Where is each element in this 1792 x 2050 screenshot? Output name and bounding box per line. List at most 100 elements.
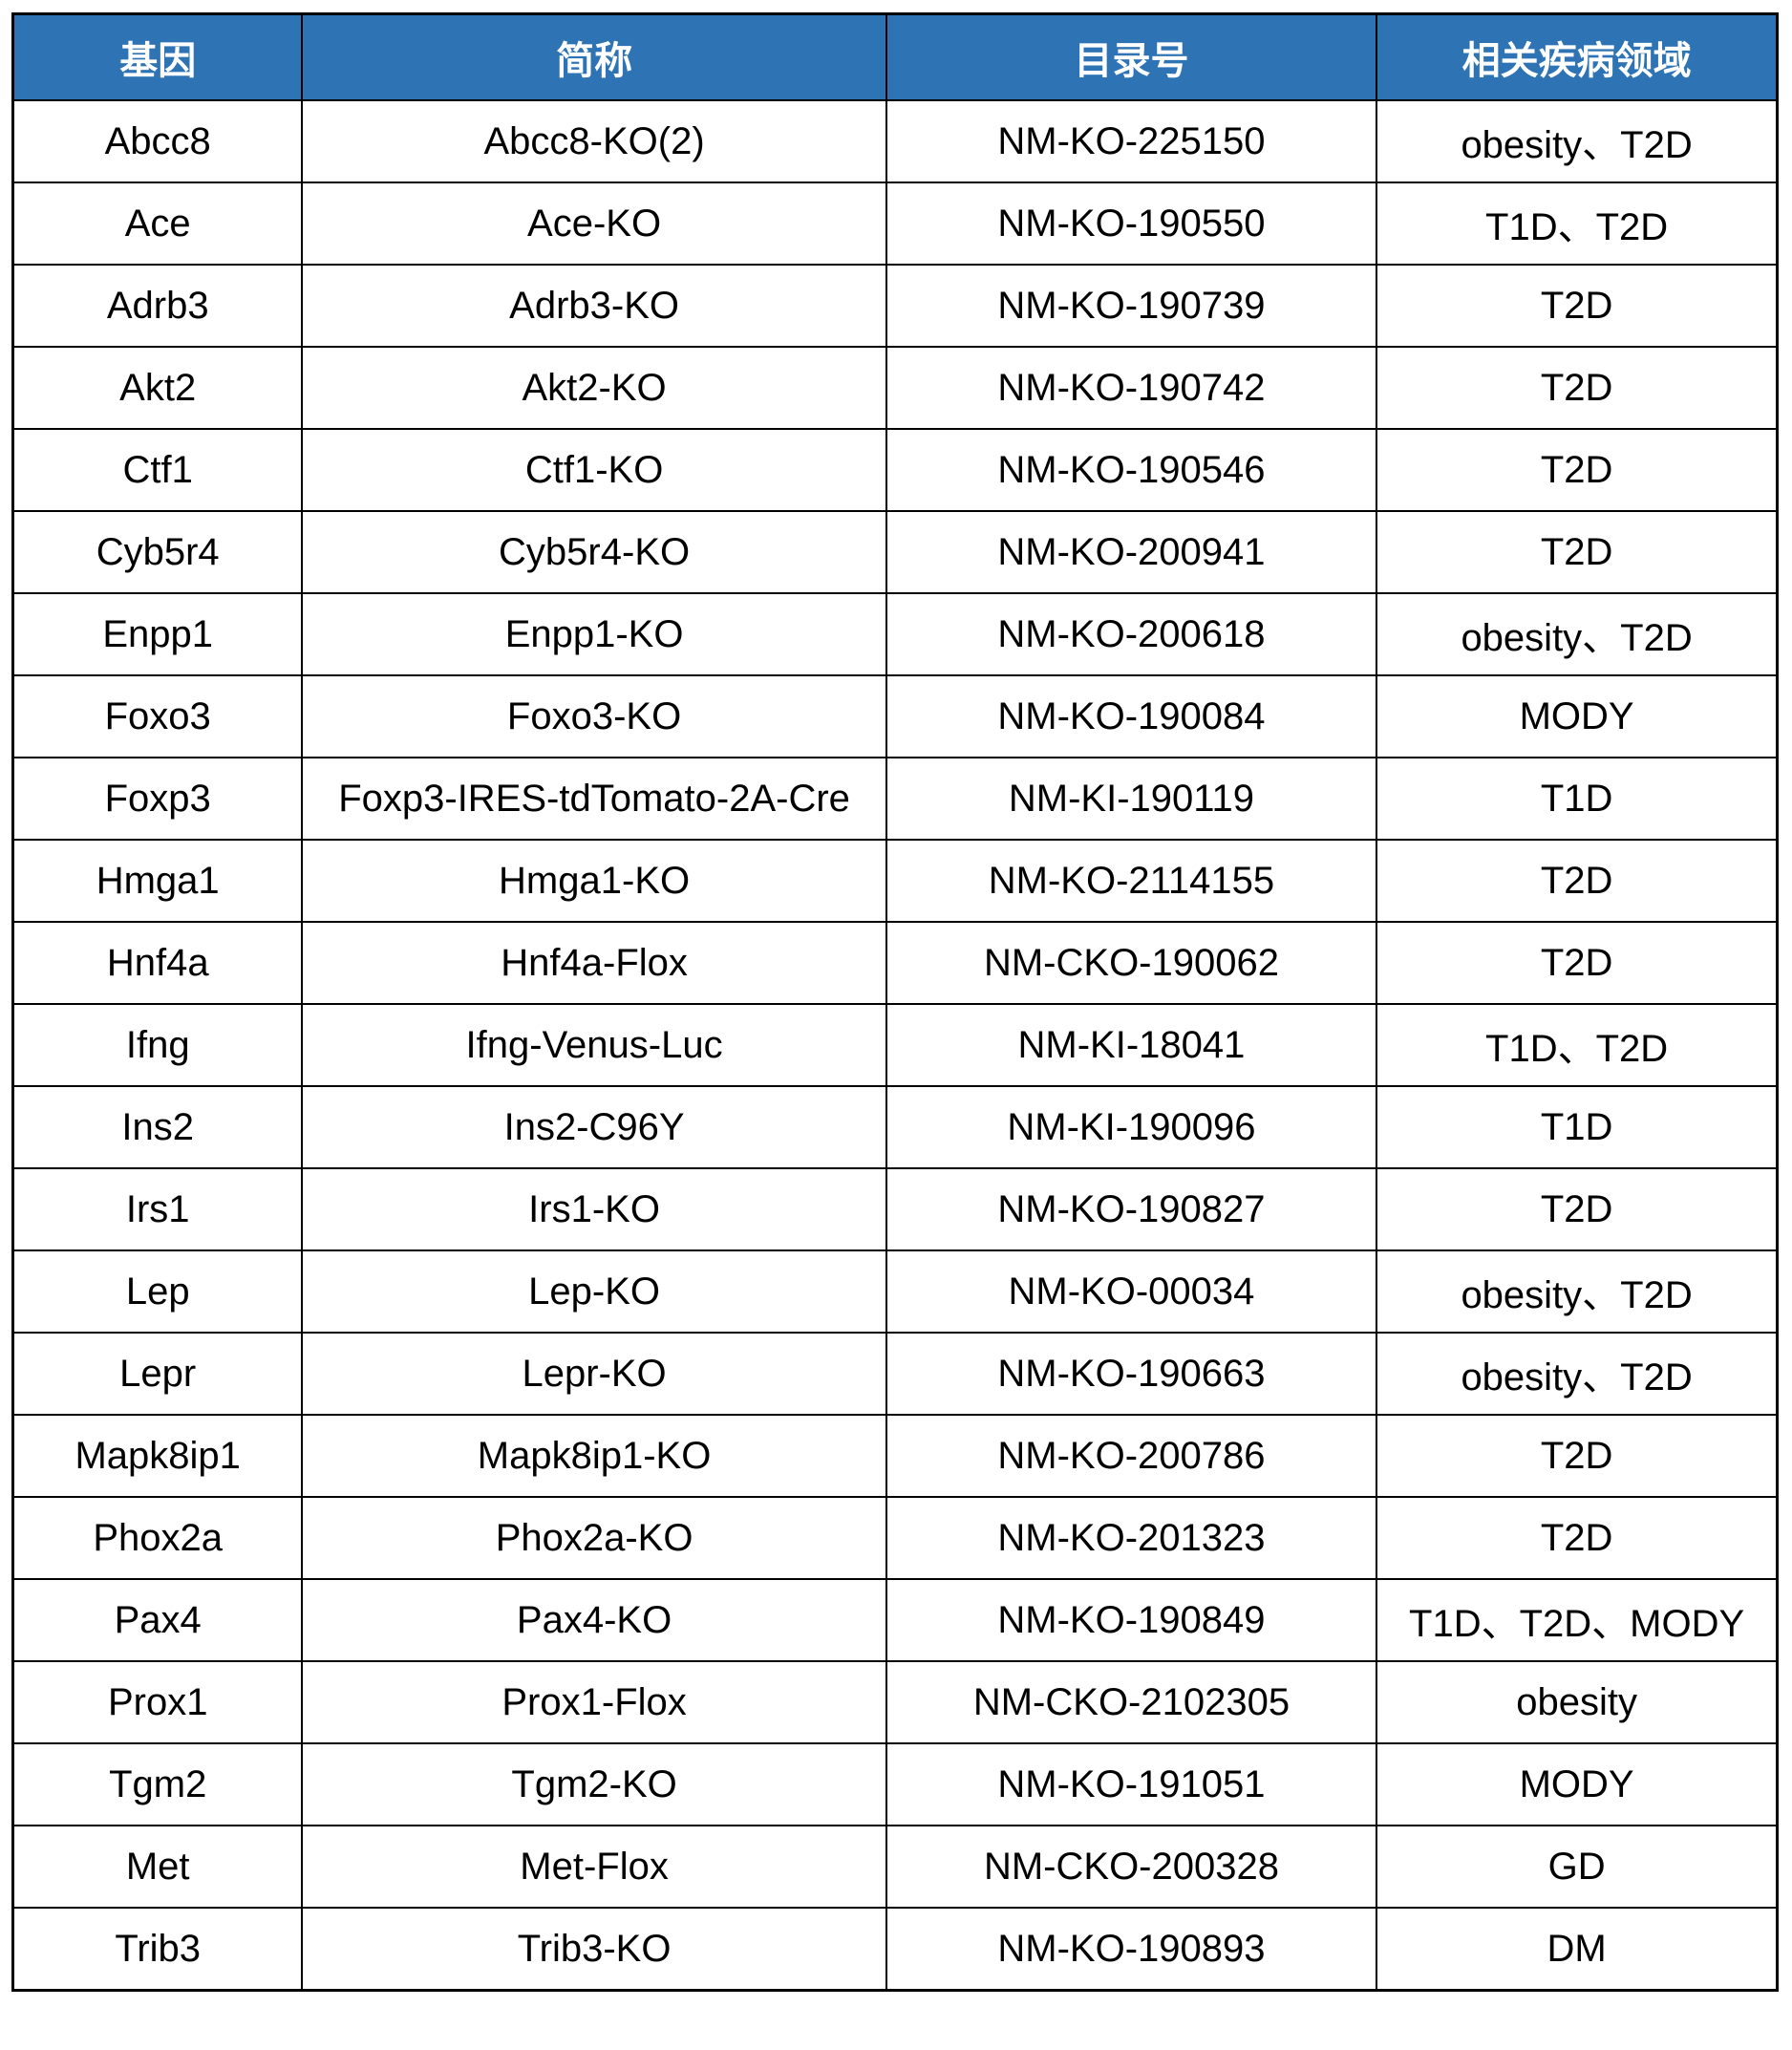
short-name-cell: Met-Flox: [301, 1825, 887, 1909]
catalog-cell: NM-KI-190096: [885, 1085, 1378, 1169]
gene-cell: Abcc8: [11, 99, 304, 183]
catalog-cell: NM-KO-190849: [885, 1578, 1378, 1662]
disease-cell: T2D: [1376, 1496, 1779, 1580]
column-header-disease: 相关疾病领域: [1376, 12, 1779, 101]
table-row: Phox2a Phox2a-KO NM-KO-201323 T2D: [11, 1496, 1779, 1580]
catalog-cell: NM-KO-190742: [885, 346, 1378, 430]
column-header-gene: 基因: [11, 12, 304, 101]
disease-cell: obesity、T2D: [1376, 99, 1779, 183]
disease-cell: obesity、T2D: [1376, 592, 1779, 676]
disease-cell: MODY: [1376, 674, 1779, 758]
disease-cell: obesity、T2D: [1376, 1332, 1779, 1416]
catalog-cell: NM-KI-190119: [885, 757, 1378, 841]
short-name-cell: Cyb5r4-KO: [301, 510, 887, 594]
table-row: Foxp3 Foxp3-IRES-tdTomato-2A-Cre NM-KI-190…: [11, 757, 1779, 841]
catalog-cell: NM-KO-190084: [885, 674, 1378, 758]
gene-cell: Lepr: [11, 1332, 304, 1416]
disease-cell: MODY: [1376, 1742, 1779, 1826]
short-name-cell: Trib3-KO: [301, 1907, 887, 1992]
gene-cell: Ifng: [11, 1003, 304, 1087]
catalog-cell: NM-KO-200786: [885, 1414, 1378, 1498]
table-row: Pax4 Pax4-KO NM-KO-190849 T1D、T2D、MODY: [11, 1578, 1779, 1662]
table-row: Abcc8 Abcc8-KO(2) NM-KO-225150 obesity、T2D: [11, 99, 1779, 183]
catalog-cell: NM-KO-190827: [885, 1167, 1378, 1251]
short-name-cell: Akt2-KO: [301, 346, 887, 430]
gene-cell: Ace: [11, 182, 304, 266]
table-row: Cyb5r4 Cyb5r4-KO NM-KO-200941 T2D: [11, 510, 1779, 594]
disease-cell: T2D: [1376, 264, 1779, 348]
table-row: Irs1 Irs1-KO NM-KO-190827 T2D: [11, 1167, 1779, 1251]
short-name-cell: Adrb3-KO: [301, 264, 887, 348]
catalog-cell: NM-KO-200941: [885, 510, 1378, 594]
disease-cell: DM: [1376, 1907, 1779, 1992]
gene-cell: Trib3: [11, 1907, 304, 1992]
table-row: Ifng Ifng-Venus-Luc NM-KI-18041 T1D、T2D: [11, 1003, 1779, 1087]
short-name-cell: Irs1-KO: [301, 1167, 887, 1251]
gene-cell: Prox1: [11, 1660, 304, 1744]
catalog-cell: NM-KO-191051: [885, 1742, 1378, 1826]
table-row: Foxo3 Foxo3-KO NM-KO-190084 MODY: [11, 674, 1779, 758]
short-name-cell: Hmga1-KO: [301, 839, 887, 923]
short-name-cell: Prox1-Flox: [301, 1660, 887, 1744]
short-name-cell: Ifng-Venus-Luc: [301, 1003, 887, 1087]
table-row: Ctf1 Ctf1-KO NM-KO-190546 T2D: [11, 428, 1779, 512]
catalog-cell: NM-KO-200618: [885, 592, 1378, 676]
header-row: 基因 简称 目录号 相关疾病领域: [11, 12, 1779, 101]
table-row: Ace Ace-KO NM-KO-190550 T1D、T2D: [11, 182, 1779, 266]
short-name-cell: Lep-KO: [301, 1249, 887, 1334]
gene-cell: Akt2: [11, 346, 304, 430]
gene-cell: Mapk8ip1: [11, 1414, 304, 1498]
short-name-cell: Lepr-KO: [301, 1332, 887, 1416]
short-name-cell: Ctf1-KO: [301, 428, 887, 512]
gene-cell: Ctf1: [11, 428, 304, 512]
table-row: Enpp1 Enpp1-KO NM-KO-200618 obesity、T2D: [11, 592, 1779, 676]
gene-cell: Lep: [11, 1249, 304, 1334]
disease-cell: GD: [1376, 1825, 1779, 1909]
catalog-cell: NM-KO-190893: [885, 1907, 1378, 1992]
gene-cell: Hmga1: [11, 839, 304, 923]
catalog-cell: NM-KO-190739: [885, 264, 1378, 348]
table-row: Lepr Lepr-KO NM-KO-190663 obesity、T2D: [11, 1332, 1779, 1416]
disease-cell: T2D: [1376, 346, 1779, 430]
gene-cell: Adrb3: [11, 264, 304, 348]
table-header: 基因 简称 目录号 相关疾病领域: [11, 12, 1779, 101]
short-name-cell: Foxo3-KO: [301, 674, 887, 758]
catalog-cell: NM-KI-18041: [885, 1003, 1378, 1087]
catalog-cell: NM-KO-190663: [885, 1332, 1378, 1416]
disease-cell: obesity、T2D: [1376, 1249, 1779, 1334]
gene-cell: Irs1: [11, 1167, 304, 1251]
gene-cell: Cyb5r4: [11, 510, 304, 594]
gene-cell: Phox2a: [11, 1496, 304, 1580]
gene-cell: Enpp1: [11, 592, 304, 676]
table-row: Lep Lep-KO NM-KO-00034 obesity、T2D: [11, 1249, 1779, 1334]
disease-cell: T2D: [1376, 428, 1779, 512]
catalog-cell: NM-CKO-190062: [885, 921, 1378, 1005]
disease-cell: T1D、T2D、MODY: [1376, 1578, 1779, 1662]
disease-cell: T2D: [1376, 839, 1779, 923]
table-row: Tgm2 Tgm2-KO NM-KO-191051 MODY: [11, 1742, 1779, 1826]
table-row: Ins2 Ins2-C96Y NM-KI-190096 T1D: [11, 1085, 1779, 1169]
table-row: Mapk8ip1 Mapk8ip1-KO NM-KO-200786 T2D: [11, 1414, 1779, 1498]
disease-cell: obesity: [1376, 1660, 1779, 1744]
disease-cell: T2D: [1376, 921, 1779, 1005]
short-name-cell: Abcc8-KO(2): [301, 99, 887, 183]
disease-cell: T2D: [1376, 1167, 1779, 1251]
gene-cell: Ins2: [11, 1085, 304, 1169]
catalog-cell: NM-CKO-2102305: [885, 1660, 1378, 1744]
column-header-short-name: 简称: [301, 12, 887, 101]
gene-cell: Tgm2: [11, 1742, 304, 1826]
short-name-cell: Mapk8ip1-KO: [301, 1414, 887, 1498]
short-name-cell: Foxp3-IRES-tdTomato-2A-Cre: [301, 757, 887, 841]
short-name-cell: Tgm2-KO: [301, 1742, 887, 1826]
table-row: Prox1 Prox1-Flox NM-CKO-2102305 obesity: [11, 1660, 1779, 1744]
gene-knockout-models-table: 基因 简称 目录号 相关疾病领域 Abcc8 Abcc8-KO(2) NM-KO-2…: [11, 12, 1779, 1992]
table-row: Adrb3 Adrb3-KO NM-KO-190739 T2D: [11, 264, 1779, 348]
disease-cell: T2D: [1376, 1414, 1779, 1498]
gene-cell: Hnf4a: [11, 921, 304, 1005]
catalog-cell: NM-KO-2114155: [885, 839, 1378, 923]
gene-cell: Met: [11, 1825, 304, 1909]
disease-cell: T1D、T2D: [1376, 182, 1779, 266]
table-body: Abcc8 Abcc8-KO(2) NM-KO-225150 obesity、T2D A…: [11, 99, 1779, 1992]
short-name-cell: Phox2a-KO: [301, 1496, 887, 1580]
short-name-cell: Hnf4a-Flox: [301, 921, 887, 1005]
